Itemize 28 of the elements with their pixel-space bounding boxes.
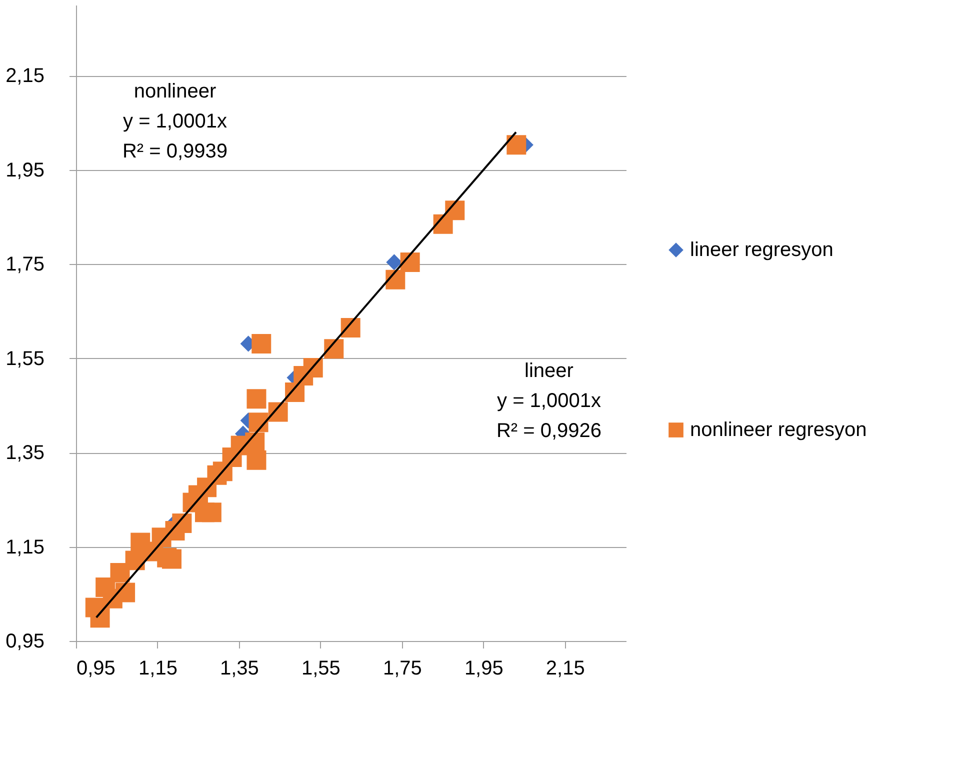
- point: [202, 502, 222, 522]
- point: [506, 135, 526, 155]
- point: [246, 389, 266, 409]
- y-tick-label: 1,95: [6, 159, 44, 182]
- x-tick-label: 1,95: [464, 658, 504, 680]
- point: [433, 214, 453, 234]
- x-tick-label: 1,15: [138, 658, 178, 680]
- point: [386, 254, 402, 270]
- legend-label: lineer regresyon: [690, 239, 834, 261]
- x-tick-label: 0,95: [76, 658, 116, 680]
- y-tick-label: 1,75: [6, 254, 44, 276]
- y-tick-label: 0,95: [6, 630, 44, 652]
- x-tick-label: 1,35: [220, 658, 259, 680]
- annotation: lineer y = 1,0001x R² = 0,9926: [496, 360, 602, 442]
- annotation: nonlineer y = 1,0001x R² = 0,9939: [122, 80, 228, 162]
- y-tick-label: 1,15: [6, 536, 44, 558]
- point: [252, 334, 272, 354]
- legend-label: nonlineer regresyon: [690, 419, 867, 441]
- point: [248, 412, 268, 432]
- point: [386, 270, 406, 290]
- x-tick-label: 1,75: [382, 658, 422, 680]
- point: [246, 450, 266, 470]
- x-tick-label: 1,55: [301, 658, 340, 680]
- y-tick-label: 1,35: [6, 442, 44, 464]
- y-tick-label: 1,55: [6, 348, 44, 370]
- y-tick-label: 2,15: [6, 65, 44, 88]
- x-tick-label: 2,15: [546, 658, 585, 680]
- point: [162, 549, 182, 569]
